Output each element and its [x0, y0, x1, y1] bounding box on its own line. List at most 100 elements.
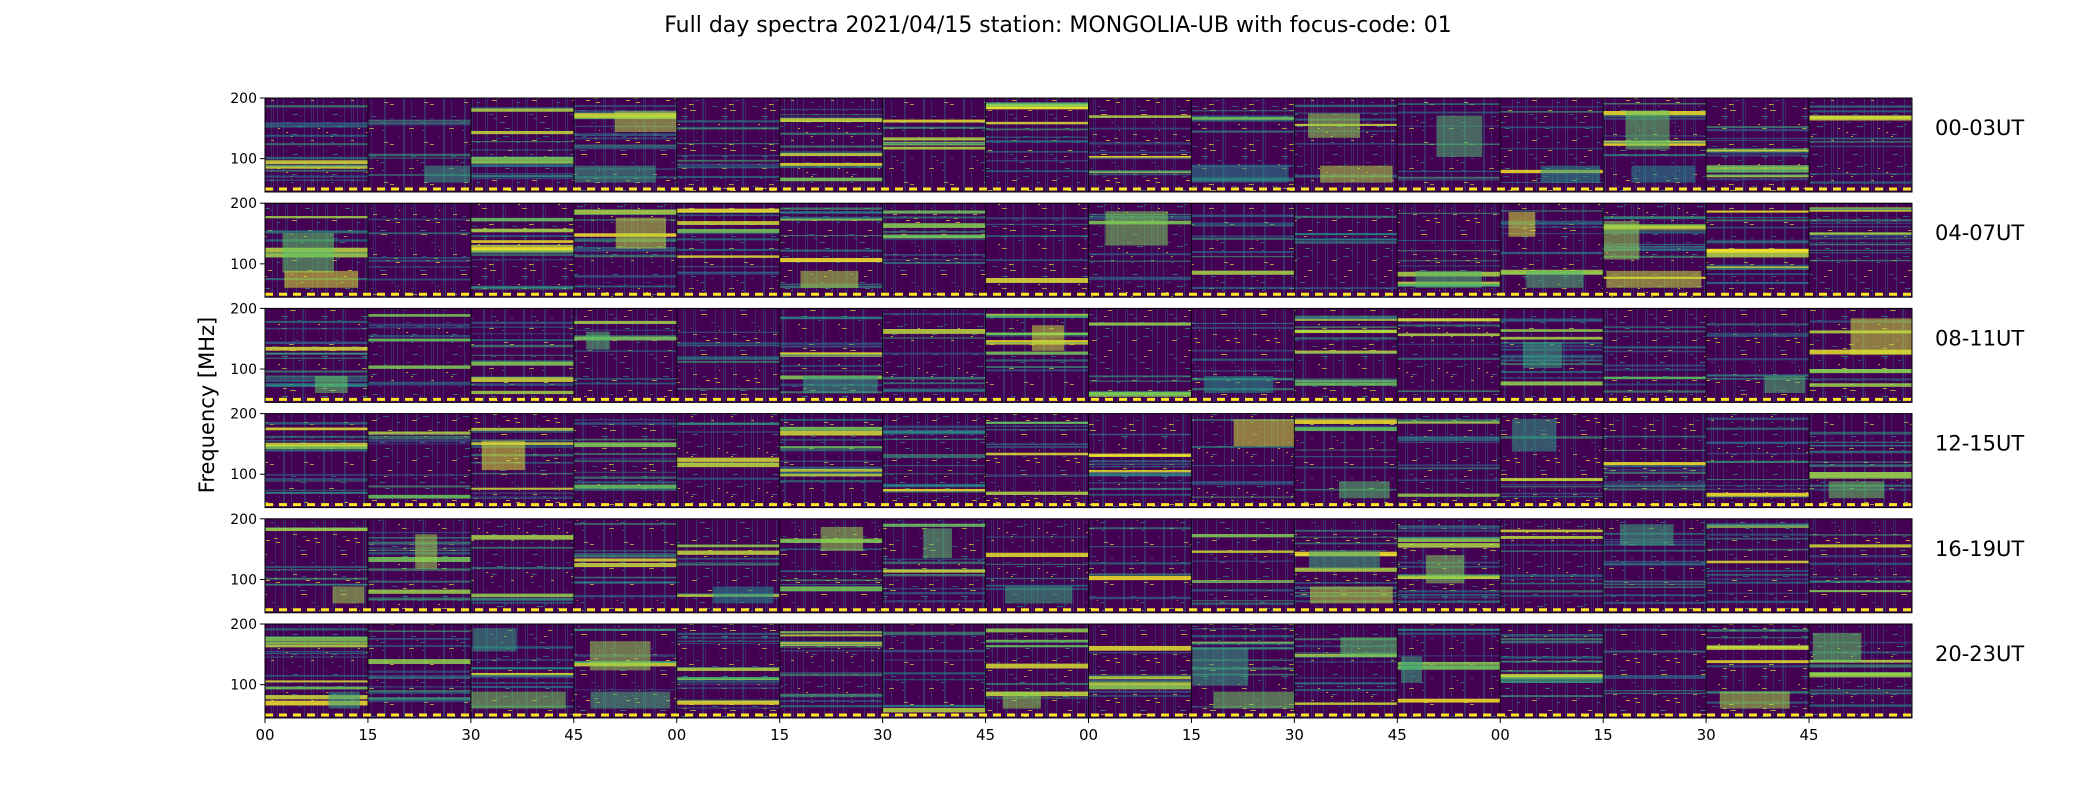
y-tick-label: 200 [230, 407, 257, 423]
spectrum-panel [1190, 203, 1295, 298]
x-tick-label: 00 [1491, 726, 1510, 744]
x-tick-label: 15 [1594, 726, 1613, 744]
spectrum-panel [985, 624, 1089, 718]
spectrum-panel [470, 203, 574, 298]
spectra-row: 200 100 00-03UT [230, 91, 2024, 193]
spectra-row: 200 100 20-23UT [230, 617, 2024, 719]
spectrum-panel [264, 624, 368, 718]
spectrum-panel [1088, 98, 1192, 192]
spectrum-panel [779, 624, 883, 718]
row-label: 08-11UT [1935, 326, 2024, 350]
spectrum-panel [985, 98, 1089, 192]
spectrum-panel [573, 203, 677, 298]
spectrum-panel [779, 518, 883, 613]
spectrum-panel [779, 413, 883, 508]
x-tick-label: 30 [873, 726, 892, 744]
x-tick-label: 30 [1697, 726, 1716, 744]
spectrum-panel [1808, 413, 1912, 508]
x-tick-label: 45 [564, 726, 583, 744]
spectrum-panel [779, 98, 883, 192]
spectrum-panel [573, 308, 677, 403]
y-tick-label: 100 [230, 467, 257, 483]
spectra-rows: 20010000-03UT20010004-07UT20010008-11UT2… [230, 91, 2024, 719]
spectrum-panel [367, 413, 471, 508]
y-tick-label: 100 [230, 257, 257, 273]
spectrum-panel [882, 308, 986, 403]
figure-title: Full day spectra 2021/04/15 station: MON… [664, 13, 1452, 38]
spectrum-panel [1499, 413, 1604, 508]
spectrum-panel [1293, 413, 1398, 508]
spectrum-panel [1808, 518, 1912, 613]
x-tick-label: 00 [255, 726, 274, 744]
spectrum-panel [882, 624, 986, 718]
spectrum-panel [367, 518, 471, 613]
spectrum-panel [985, 518, 1089, 613]
x-tick-label: 00 [1079, 726, 1098, 744]
y-tick-label: 100 [230, 152, 257, 168]
spectrum-panel [1602, 98, 1707, 192]
row-label: 20-23UT [1935, 642, 2024, 666]
spectrum-panel [470, 308, 574, 403]
spectrum-panel [1808, 308, 1912, 403]
spectrum-panel [573, 518, 677, 613]
x-tick-label: 45 [1800, 726, 1819, 744]
spectrum-panel [573, 98, 677, 192]
spectrum-panel [1499, 624, 1604, 718]
spectrum-panel [573, 413, 677, 508]
spectrum-panel [676, 624, 780, 718]
spectrum-panel [676, 308, 780, 403]
spectrum-panel [367, 98, 471, 192]
spectrum-panel [1293, 203, 1398, 298]
spectrum-panel [1396, 98, 1501, 192]
spectrum-panel [1190, 98, 1295, 192]
spectrum-panel [1499, 203, 1604, 298]
spectrum-panel [985, 203, 1089, 298]
spectrum-panel [1705, 203, 1810, 298]
spectrum-panel [1602, 413, 1707, 508]
y-tick-label: 200 [230, 617, 257, 633]
spectrum-panel [676, 518, 780, 613]
spectrum-panel [676, 98, 780, 192]
spectrum-panel [1088, 308, 1192, 403]
spectrum-panel [882, 518, 986, 613]
spectrum-panel [1293, 624, 1398, 718]
spectrum-panel [1396, 624, 1501, 718]
spectrum-panel [1499, 518, 1604, 613]
x-tick-label: 30 [1285, 726, 1304, 744]
y-tick-label: 100 [230, 572, 257, 588]
spectrum-panel [882, 98, 986, 192]
x-tick-label: 00 [667, 726, 686, 744]
spectrum-panel [470, 98, 574, 192]
spectrum-panel [1088, 624, 1192, 718]
row-label: 12-15UT [1935, 432, 2024, 456]
spectrum-panel [1088, 518, 1192, 613]
spectrum-panel [882, 413, 986, 508]
spectrum-panel [1293, 518, 1398, 613]
spectrum-panel [1396, 308, 1501, 403]
spectrum-panel [1705, 308, 1810, 403]
y-tick-label: 200 [230, 301, 257, 317]
spectrum-panel [1396, 203, 1501, 298]
spectrum-panel [1088, 203, 1192, 298]
x-tick-label: 15 [770, 726, 789, 744]
x-axis: 00 15 30 45 00 15 30 45 00 15 30 45 00 15 30 45 [255, 718, 1819, 744]
y-tick-label: 200 [230, 512, 257, 528]
spectrum-panel [1396, 518, 1501, 613]
spectrum-panel [676, 203, 780, 298]
spectrum-panel [367, 203, 471, 298]
y-tick-label: 100 [230, 678, 257, 694]
spectrum-panel [1602, 624, 1707, 718]
spectrum-panel [1602, 518, 1707, 613]
spectrum-panel [1499, 98, 1604, 192]
y-axis-label: Frequency [MHz] [195, 317, 219, 493]
spectrum-panel [573, 624, 677, 718]
spectrum-panel [470, 518, 574, 613]
spectrum-panel [264, 518, 368, 613]
spectrum-panel [264, 308, 368, 403]
spectrum-panel [1808, 98, 1912, 192]
spectrum-panel [882, 203, 986, 298]
spectrum-panel [1705, 518, 1810, 613]
spectrum-panel [470, 624, 574, 718]
spectrum-panel [1088, 413, 1192, 508]
y-tick-label: 200 [230, 196, 257, 212]
